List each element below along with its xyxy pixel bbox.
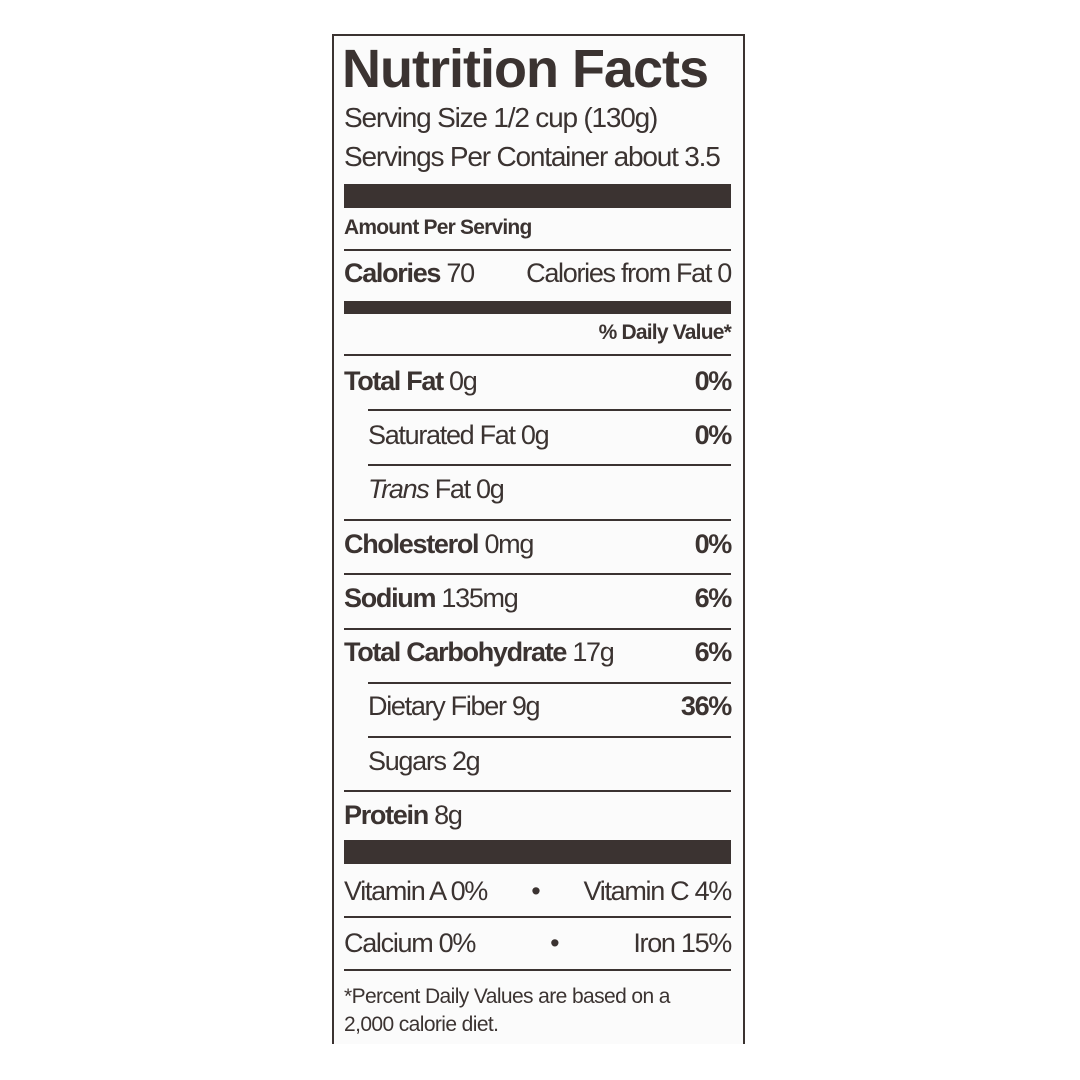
nutrient-row-protein: Protein 8g: [344, 800, 731, 831]
divider: [344, 628, 731, 630]
divider: [344, 916, 731, 918]
nutrient-dv: 0%: [694, 420, 733, 450]
footnote-line-1: *Percent Daily Values are based on a: [344, 985, 670, 1008]
nutrient-amount: 9g: [511, 691, 541, 721]
nutrient-label: Saturated Fat: [368, 420, 516, 450]
calories-value: 70: [446, 258, 475, 288]
nutrient-amount: 8g: [434, 800, 463, 830]
nutrient-label: Sodium: [344, 583, 437, 613]
divider: [344, 573, 731, 575]
nutrient-amount: 135mg: [441, 583, 518, 613]
nutrient-row-sugars: Sugars 2g: [344, 746, 731, 777]
servings-per-container: Servings Per Container about 3.5: [344, 141, 721, 172]
daily-value-header: % Daily Value*: [344, 321, 732, 345]
medium-divider: [344, 301, 731, 314]
nutrient-row-dietary-fiber: Dietary Fiber 9g 36%: [344, 691, 732, 722]
calories-from-fat: Calories from Fat 0: [526, 258, 732, 288]
serving-size: Serving Size 1/2 cup (130g): [344, 102, 658, 133]
vitamin-c: Vitamin C 4%: [583, 876, 733, 906]
nutrient-amount: 0mg: [484, 529, 534, 559]
vitamin-a: Vitamin A 0%: [344, 876, 488, 906]
bullet: •: [550, 928, 559, 958]
footnote-line-2: 2,000 calorie diet.: [344, 1013, 499, 1036]
nutrient-row-trans-fat: Trans Fat 0g: [344, 474, 731, 505]
divider: [344, 969, 731, 971]
thick-divider: [344, 184, 731, 208]
nutrient-row-sodium: Sodium 135mg 6%: [344, 583, 733, 614]
nutrient-row-total-carbohydrate: Total Carbohydrate 17g 6%: [344, 637, 733, 668]
daily-value-label: % Daily Value*: [598, 321, 732, 344]
nutrient-amount: 0g: [520, 420, 550, 450]
nutrient-label: Total Carbohydrate: [344, 637, 567, 667]
nutrient-label: Trans: [368, 474, 430, 504]
divider: [368, 464, 731, 466]
calories-row: Calories 70 Calories from Fat 0: [344, 258, 732, 289]
nutrient-amount: 0g: [449, 366, 478, 396]
divider: [344, 519, 731, 521]
vitamin-row: Vitamin A 0% • Vitamin C 4%: [344, 876, 733, 907]
nutrient-dv: 6%: [694, 637, 733, 667]
nutrient-label: Total Fat: [344, 366, 444, 396]
divider: [368, 409, 731, 411]
nutrient-label: Cholesterol: [344, 529, 480, 559]
nutrient-dv: 6%: [694, 583, 733, 613]
nutrient-dv: 0%: [694, 529, 733, 559]
mineral-row: Calcium 0% • Iron 15%: [344, 928, 732, 959]
calories-label: Calories: [344, 258, 441, 288]
nutrient-row-saturated-fat: Saturated Fat 0g 0%: [344, 420, 733, 451]
divider: [344, 249, 731, 251]
nutrient-amount: 17g: [572, 637, 614, 667]
iron: Iron 15%: [633, 928, 732, 958]
title: Nutrition Facts: [342, 39, 709, 99]
nutrition-facts-label: Nutrition Facts Serving Size 1/2 cup (13…: [332, 34, 745, 1044]
nutrient-dv: 36%: [680, 691, 732, 721]
nutrient-amount: 2g: [451, 746, 481, 776]
divider: [368, 736, 731, 738]
nutrient-label: Dietary Fiber: [368, 691, 507, 721]
thick-divider: [344, 840, 731, 864]
nutrient-label: Sugars: [368, 746, 447, 776]
amount-per-serving: Amount Per Serving: [344, 216, 532, 239]
calcium: Calcium 0%: [344, 928, 476, 958]
divider: [344, 354, 731, 356]
divider: [344, 790, 731, 792]
divider: [368, 682, 731, 684]
nutrient-label: Protein: [344, 800, 429, 830]
nutrient-row-cholesterol: Cholesterol 0mg 0%: [344, 529, 733, 560]
nutrient-row-total-fat: Total Fat 0g 0%: [344, 366, 733, 397]
nutrient-dv: 0%: [694, 366, 733, 396]
nutrient-amount: Fat 0g: [434, 474, 505, 504]
bullet: •: [531, 876, 540, 906]
